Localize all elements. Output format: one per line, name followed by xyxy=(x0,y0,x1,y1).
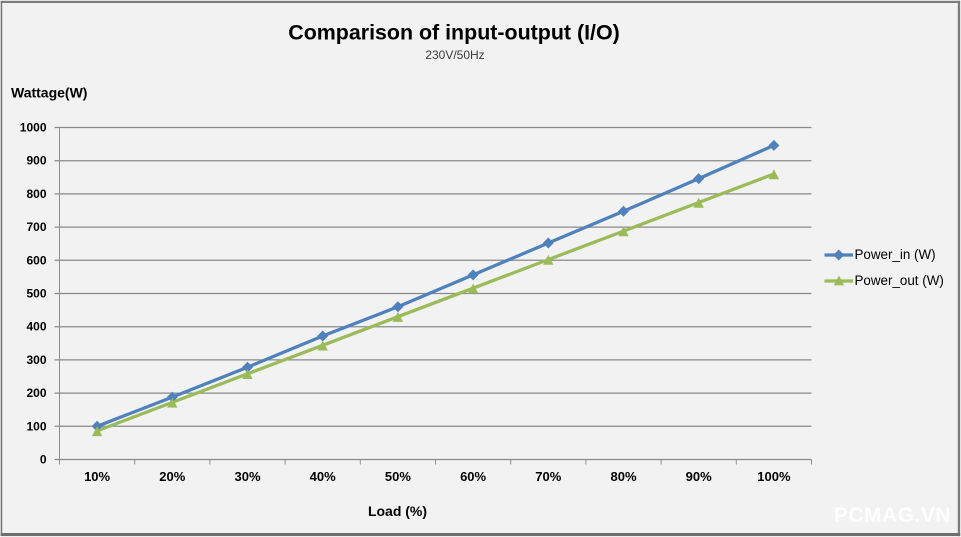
svg-text:60%: 60% xyxy=(460,469,486,484)
svg-text:Power_in (W): Power_in (W) xyxy=(855,247,936,262)
svg-text:600: 600 xyxy=(26,253,46,267)
svg-text:900: 900 xyxy=(26,154,46,168)
svg-text:70%: 70% xyxy=(535,469,561,484)
svg-text:80%: 80% xyxy=(610,469,636,484)
svg-text:PCMAG.VN: PCMAG.VN xyxy=(834,504,951,527)
svg-text:30%: 30% xyxy=(234,469,260,484)
svg-text:1000: 1000 xyxy=(20,121,47,135)
svg-text:400: 400 xyxy=(26,320,46,334)
svg-text:700: 700 xyxy=(26,220,46,234)
svg-text:Comparison of input-output (I/: Comparison of input-output (I/O) xyxy=(288,21,619,45)
svg-text:0: 0 xyxy=(40,453,47,467)
svg-text:50%: 50% xyxy=(385,469,411,484)
svg-text:100%: 100% xyxy=(757,469,791,484)
svg-text:10%: 10% xyxy=(84,469,110,484)
svg-text:200: 200 xyxy=(26,386,46,400)
svg-text:800: 800 xyxy=(26,187,46,201)
svg-text:40%: 40% xyxy=(310,469,336,484)
svg-text:100: 100 xyxy=(26,419,46,433)
svg-text:230V/50Hz: 230V/50Hz xyxy=(425,48,484,62)
svg-text:90%: 90% xyxy=(686,469,712,484)
svg-text:20%: 20% xyxy=(159,469,185,484)
svg-text:500: 500 xyxy=(26,287,46,301)
svg-text:Load (%): Load (%) xyxy=(368,503,427,519)
svg-text:Wattage(W): Wattage(W) xyxy=(11,85,87,101)
svg-text:300: 300 xyxy=(26,353,46,367)
svg-text:Power_out (W): Power_out (W) xyxy=(855,273,944,288)
